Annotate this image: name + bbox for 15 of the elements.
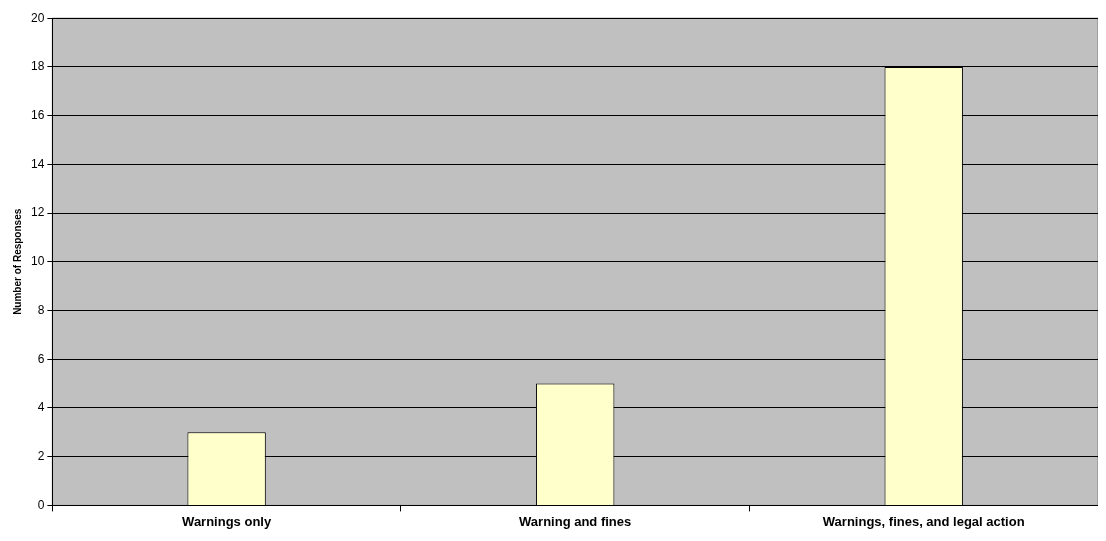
y-tick-label: 12 <box>30 205 45 220</box>
y-tick-label: 18 <box>30 59 45 74</box>
x-tick-label: Warnings only <box>182 513 272 529</box>
y-tick-label: 0 <box>37 497 45 512</box>
y-tick-label: 14 <box>30 156 45 171</box>
y-tick-label: 16 <box>30 107 45 122</box>
y-tick-label: 6 <box>37 351 45 366</box>
y-tick-label: 20 <box>30 10 45 25</box>
y-tick-label: 8 <box>37 302 45 317</box>
y-tick-label: 10 <box>30 254 45 269</box>
y-tick-label: 4 <box>37 400 45 415</box>
x-tick-label: Warnings, fines, and legal action <box>822 513 1025 529</box>
y-tick-label: 2 <box>37 448 45 463</box>
y-axis-title: Number of Responses <box>11 208 23 315</box>
x-tick-label: Warning and fines <box>519 513 632 529</box>
